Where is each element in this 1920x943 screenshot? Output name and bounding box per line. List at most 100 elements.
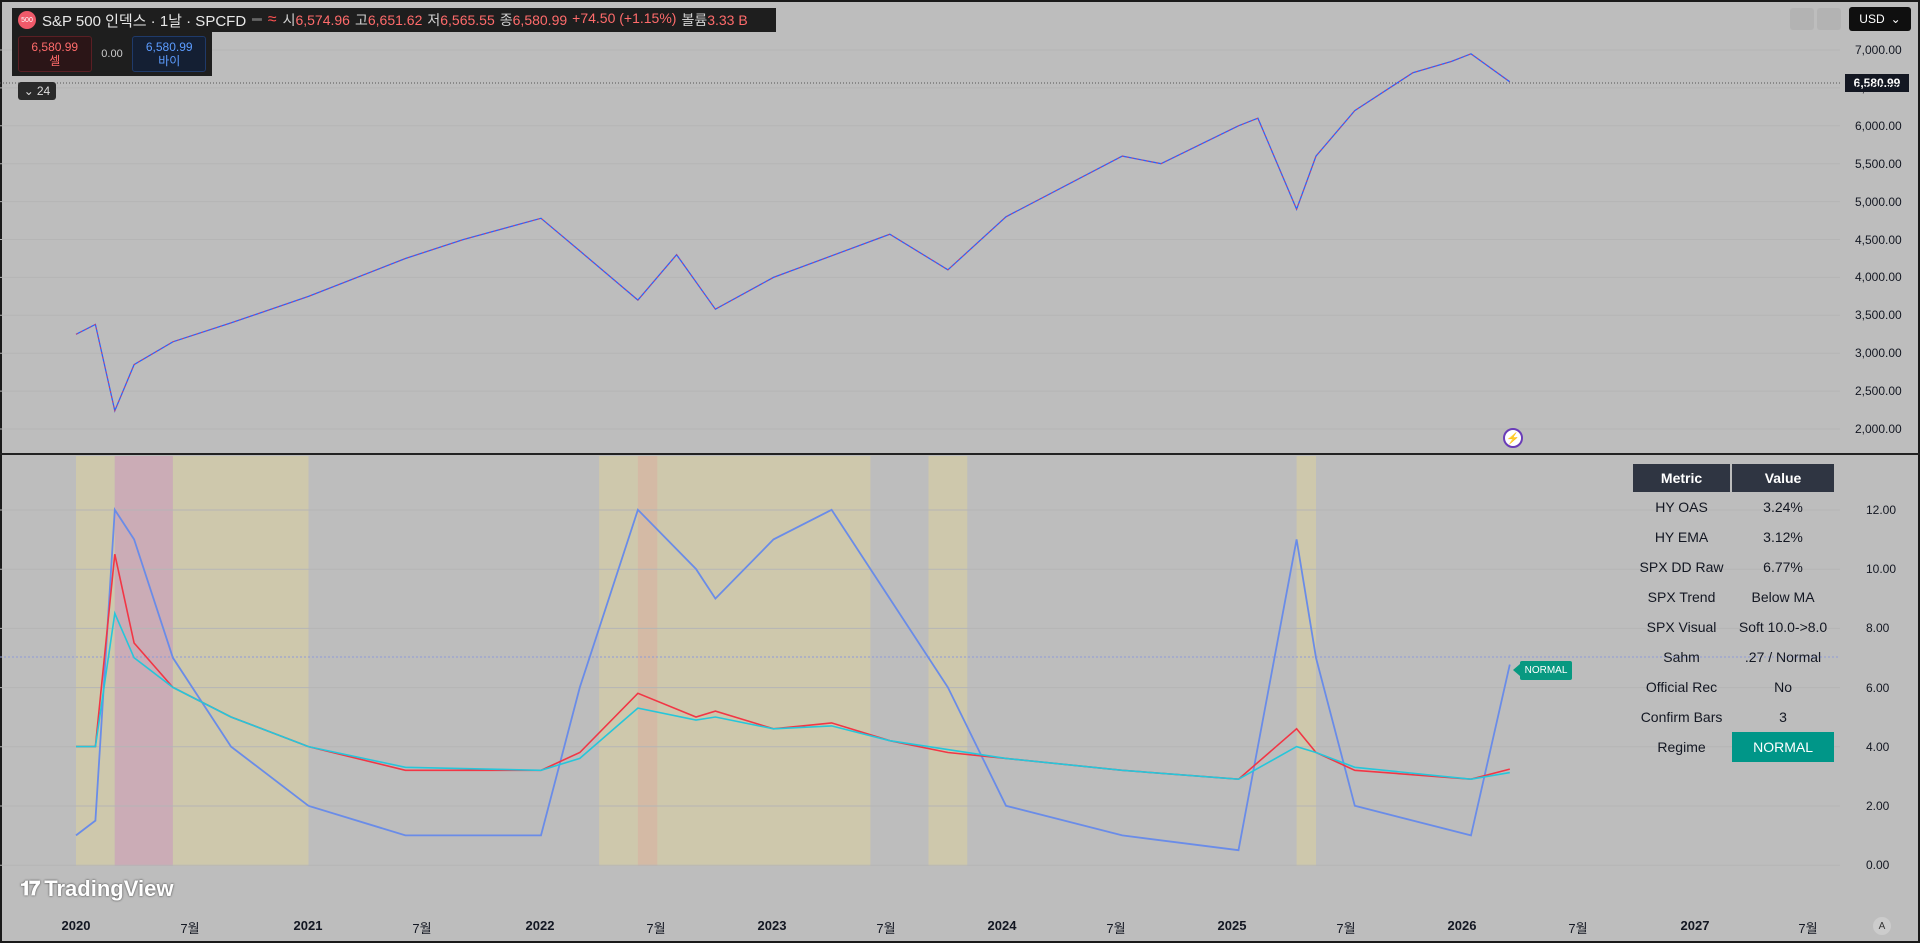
time-axis-label: 2023: [757, 918, 787, 933]
price-axis-label: 5,000.00: [1855, 194, 1902, 209]
time-axis-label: 7월: [412, 921, 432, 936]
metric-cell: HY OAS: [1655, 499, 1708, 515]
value-cell: NORMAL: [1732, 732, 1834, 762]
metric-header: Metric: [1633, 464, 1731, 492]
regime-band: [637, 456, 658, 866]
frame-left: [0, 0, 2, 943]
pane-divider[interactable]: [0, 453, 1920, 455]
value-cell: 6.77%: [1763, 559, 1803, 575]
value-header: Value: [1732, 464, 1834, 492]
price-axis-label: 3,000.00: [1855, 346, 1902, 361]
value-cell: 3.24%: [1763, 499, 1803, 515]
low-value: 6,565.55: [440, 12, 495, 28]
table-row: SPX Visual Soft 10.0->8.0: [1633, 612, 1834, 642]
toolbar-button-2[interactable]: [1817, 8, 1841, 30]
indicator-axis-label: 2.00: [1866, 799, 1890, 813]
symbol-logo-icon: 500: [18, 11, 36, 29]
indicator-axis-label: 0.00: [1866, 858, 1890, 873]
tradingview-logo-icon: 𝟏𝟕: [20, 877, 40, 900]
sell-price: 6,580.99: [31, 40, 79, 54]
table-row: Regime NORMAL: [1633, 732, 1834, 762]
metric-cell: HY EMA: [1654, 529, 1709, 545]
toolbar-button-1[interactable]: [1790, 8, 1814, 30]
lightning-icon[interactable]: ⚡: [1503, 428, 1523, 448]
regime-band: [172, 456, 309, 866]
value-cell: Soft 10.0->8.0: [1738, 619, 1828, 635]
time-axis-label: 7월: [1798, 921, 1818, 936]
price-axis-label: 6,000.00: [1855, 118, 1902, 133]
table-row: HY OAS 3.24%: [1633, 492, 1834, 522]
buy-button[interactable]: 6,580.99 바이: [132, 36, 206, 72]
symbol-title[interactable]: S&P 500 인덱스 · 1날 · SPCFD: [42, 12, 247, 30]
ohlc-values: 시6,574.96 고6,651.62 저6,565.55 종6,580.99 …: [283, 10, 748, 30]
price-axis-label: 3,500.00: [1855, 308, 1902, 323]
indicator-axis-label: 4.00: [1866, 739, 1890, 754]
tradingview-logo[interactable]: 𝟏𝟕 TradingView: [20, 876, 173, 902]
indicator-axis-label: 10.00: [1866, 562, 1897, 577]
price-axis-label: 5,500.00: [1855, 156, 1902, 171]
open-label: 시: [282, 12, 296, 28]
regime-band: [114, 456, 173, 866]
value-cell: 3: [1779, 709, 1787, 725]
table-row: SPX Trend Below MA: [1633, 582, 1834, 612]
table-row: Confirm Bars 3: [1633, 702, 1834, 732]
metric-cell: Confirm Bars: [1640, 709, 1723, 725]
price-axis-label: 4,500.00: [1855, 232, 1902, 247]
time-axis-label: 2027: [1680, 918, 1710, 933]
indicator-axis-label: 6.00: [1866, 680, 1890, 695]
time-axis-label: 2025: [1217, 918, 1247, 933]
wave-icon: ≈: [267, 11, 277, 28]
time-axis-label: 7월: [180, 921, 200, 936]
close-value: 6,580.99: [512, 12, 568, 28]
metric-cell: SPX Trend: [1647, 589, 1716, 605]
buy-price: 6,580.99: [145, 40, 193, 54]
low-label: 저: [427, 12, 441, 28]
buy-label: 바이: [158, 54, 181, 68]
currency-label: USD: [1859, 12, 1885, 26]
time-axis-label: 2022: [525, 918, 555, 933]
regime-tag: NORMAL: [1513, 661, 1572, 680]
regime-band: [1296, 456, 1316, 866]
high-value: 6,651.62: [367, 12, 423, 28]
close-label: 종: [499, 12, 513, 28]
indicator-axis-label: 12.00: [1866, 503, 1897, 517]
open-value: 6,574.96: [295, 12, 350, 28]
dash-icon: ━: [252, 12, 262, 29]
frame-top: [0, 0, 1920, 2]
price-axis-label: 4,000.00: [1855, 270, 1902, 285]
volume-value: 3.33 B: [707, 12, 748, 28]
value-cell: .27 / Normal: [1744, 649, 1822, 665]
auto-scale-button[interactable]: A: [1873, 917, 1891, 935]
time-axis-label: 7월: [1568, 921, 1588, 936]
metric-cell: Sahm: [1663, 649, 1700, 665]
frame-right: [1918, 0, 1920, 943]
time-axis-label: 7월: [1106, 921, 1126, 936]
sell-button[interactable]: 6,580.99 셀: [18, 36, 92, 72]
drawdown-line: [75, 507, 1511, 852]
metric-cell: SPX Visual: [1646, 619, 1717, 635]
volume-label: 볼륨: [681, 12, 708, 28]
table-row: SPX DD Raw 6.77%: [1633, 552, 1834, 582]
price-axis-label: 2,500.00: [1855, 384, 1902, 399]
symbol-legend[interactable]: 500 S&P 500 인덱스 · 1날 · SPCFD ━ ≈ 시6,574.…: [12, 8, 776, 32]
indicators-collapse-button[interactable]: ⌄ 24: [18, 82, 56, 100]
price-line-down: [75, 53, 1511, 413]
time-axis-label: 2026: [1447, 918, 1477, 933]
metrics-table: Metric Value HY OAS 3.24% HY EMA 3.12% SPX D…: [1631, 464, 1836, 762]
metric-cell: Official Rec: [1645, 679, 1718, 695]
metric-cell: Regime: [1657, 739, 1706, 755]
last-price-tag: 6,580.99: [1845, 74, 1909, 92]
sell-label: 셀: [49, 54, 61, 68]
time-axis-label: 2021: [293, 918, 323, 933]
time-axis-label: 2020: [61, 918, 91, 933]
hy-ema-line: [76, 610, 1510, 781]
regime-band: [76, 456, 115, 866]
chevron-down-icon: ⌄: [1890, 12, 1901, 26]
value-cell: 3.12%: [1763, 529, 1803, 545]
time-axis-label: 7월: [876, 921, 896, 936]
currency-select[interactable]: USD ⌄: [1849, 7, 1911, 31]
value-cell: No: [1774, 679, 1792, 695]
metric-cell: SPX DD Raw: [1639, 559, 1724, 575]
time-axis-label: 2024: [987, 918, 1017, 933]
